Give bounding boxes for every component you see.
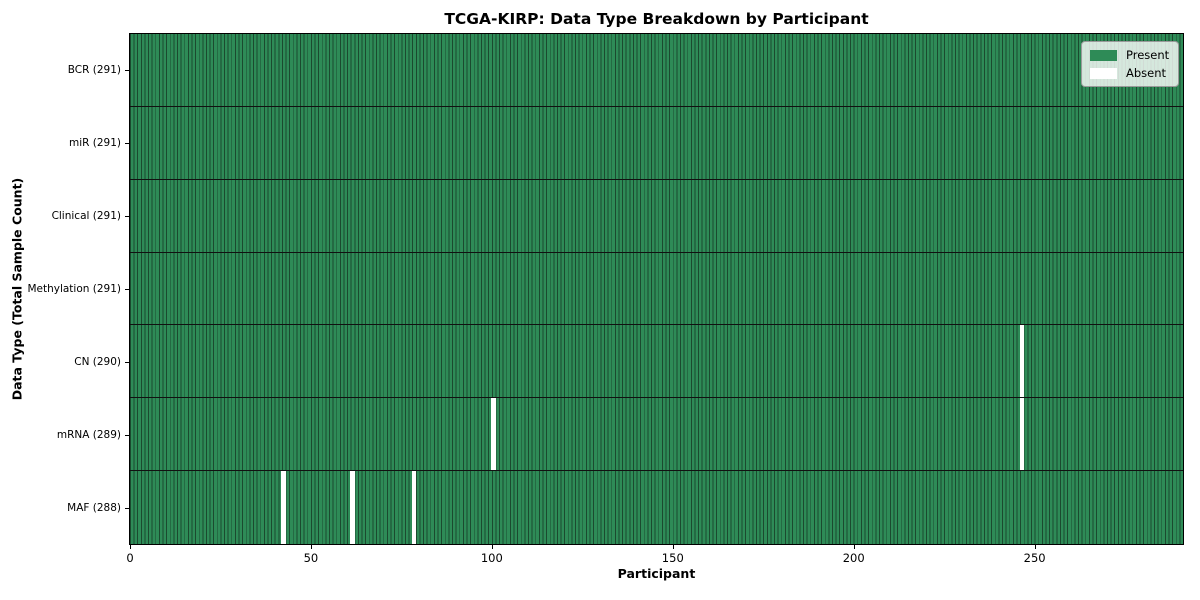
legend-item-present: Present [1090,47,1169,63]
absent-cell [491,398,497,471]
legend-swatch-present [1090,49,1117,61]
y-tick-label-bcr: BCR (291) [67,64,121,77]
x-tick [672,545,674,549]
x-tick-label-200: 200 [842,551,865,565]
y-tick [125,507,129,509]
absent-cell [281,471,287,544]
y-tick [125,289,129,290]
absent-cell [411,471,417,544]
x-axis-label: Participant [617,566,696,581]
x-tick-label-50: 50 [303,551,319,565]
x-tick [310,545,312,549]
heatmap-row-mir [130,106,1183,180]
legend-swatch-absent [1090,67,1117,79]
chart-title: TCGA-KIRP: Data Type Breakdown by Partic… [444,10,869,28]
heatmap-row-bcr [130,34,1183,107]
heatmap-row-maf [130,471,1183,544]
y-tick-label-maf: MAF (288) [67,501,121,514]
y-axis-label: Data Type (Total Sample Count) [9,177,25,401]
y-tick-label-methylation: Methylation (291) [27,283,121,295]
x-tick-label-250: 250 [1023,551,1046,565]
legend-label-present: Present [1126,48,1170,62]
legend-label-absent: Absent [1126,66,1167,80]
plot-area [129,33,1184,545]
y-tick [125,361,129,363]
y-tick [125,70,129,72]
y-tick-label-cn: CN (290) [74,355,121,368]
absent-cell [350,471,355,544]
absent-cell [1019,398,1025,471]
legend: Present Absent [1081,41,1180,87]
heatmap-row-mrna [130,398,1183,472]
x-tick-label-150: 150 [661,551,684,565]
y-tick-label-mir: miR (291) [68,137,121,150]
heatmap-row-clinical [130,179,1183,253]
x-tick [491,545,493,549]
y-tick [125,216,129,218]
y-tick [125,434,129,436]
heatmap-row-cn [130,325,1183,399]
y-tick-label-mrna: mRNA (289) [56,428,121,441]
absent-cell [1019,325,1025,398]
x-tick [130,545,131,549]
x-tick [853,545,855,549]
x-tick-label-100: 100 [480,551,503,565]
legend-item-absent: Absent [1090,65,1169,81]
y-tick [125,143,129,145]
heatmap-row-methylation [130,252,1183,326]
x-tick [1034,545,1036,549]
x-tick-label-0: 0 [126,551,134,565]
y-tick-label-clinical: Clinical (291) [51,210,121,223]
